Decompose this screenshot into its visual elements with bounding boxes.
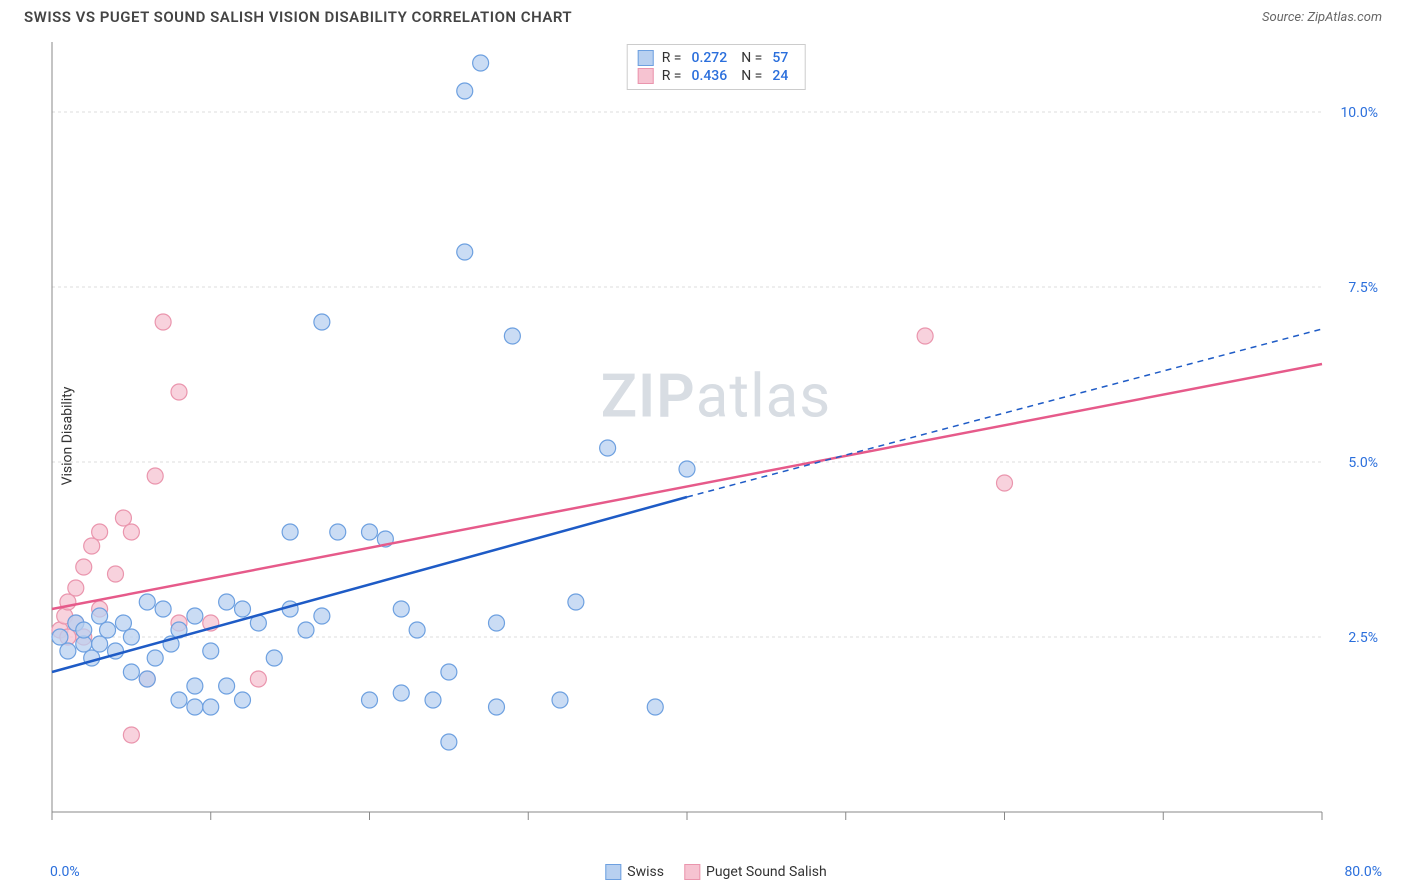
svg-text:10.0%: 10.0% <box>1340 105 1378 121</box>
legend-series: Swiss Puget Sound Salish <box>605 864 826 880</box>
r-value-salish: 0.436 <box>692 68 728 84</box>
page-title: SWISS VS PUGET SOUND SALISH VISION DISAB… <box>24 8 572 26</box>
r-value-swiss: 0.272 <box>692 50 728 66</box>
legend-stats: R = 0.272 N = 57 R = 0.436 N = 24 <box>627 44 806 90</box>
correlation-chart: Vision Disability 2.5%5.0%7.5%10.0% ZIPa… <box>50 40 1382 832</box>
r-label: R = <box>662 50 682 66</box>
source-label: Source: <box>1262 10 1304 25</box>
legend-stats-row-salish: R = 0.436 N = 24 <box>638 67 795 85</box>
svg-text:7.5%: 7.5% <box>1348 280 1378 296</box>
n-label: N = <box>741 68 762 84</box>
r-label: R = <box>662 68 682 84</box>
svg-text:5.0%: 5.0% <box>1348 455 1378 471</box>
n-value-salish: 24 <box>772 68 788 84</box>
legend-swatch-salish <box>684 864 700 880</box>
legend-stats-row-swiss: R = 0.272 N = 57 <box>638 49 795 67</box>
legend-label-swiss: Swiss <box>627 864 664 880</box>
scatter-plot-svg: 2.5% 5.0% 7.5% 10.0% <box>50 40 1382 832</box>
source-attribution: Source: ZipAtlas.com <box>1262 10 1382 25</box>
n-value-swiss: 57 <box>772 50 788 66</box>
legend-swatch-swiss <box>638 50 654 66</box>
legend-item-swiss: Swiss <box>605 864 664 880</box>
legend-label-salish: Puget Sound Salish <box>706 864 827 880</box>
x-axis-min-label: 0.0% <box>50 864 80 880</box>
n-label: N = <box>741 50 762 66</box>
source-name: ZipAtlas.com <box>1307 10 1382 25</box>
legend-swatch-swiss <box>605 864 621 880</box>
svg-text:2.5%: 2.5% <box>1348 630 1378 646</box>
legend-item-salish: Puget Sound Salish <box>684 864 827 880</box>
x-axis-max-label: 80.0% <box>1344 864 1382 880</box>
legend-swatch-salish <box>638 68 654 84</box>
